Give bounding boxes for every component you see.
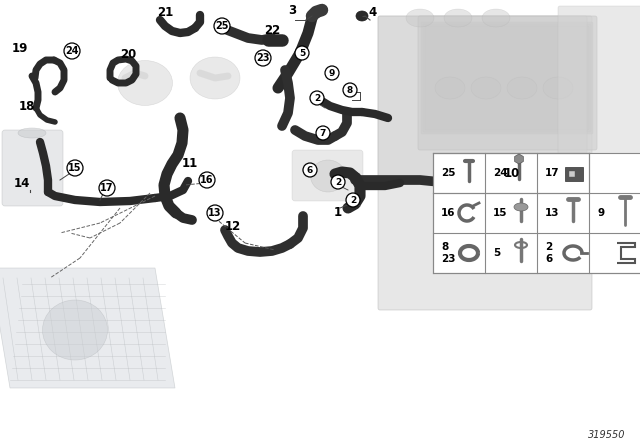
Text: 1: 1 xyxy=(334,206,342,219)
Text: 24: 24 xyxy=(65,46,79,56)
Ellipse shape xyxy=(118,60,173,105)
Ellipse shape xyxy=(514,203,528,211)
FancyBboxPatch shape xyxy=(425,26,589,130)
Text: 5: 5 xyxy=(299,48,305,57)
Ellipse shape xyxy=(543,77,573,99)
Text: 24: 24 xyxy=(493,168,508,178)
Text: 13: 13 xyxy=(545,208,559,218)
Text: 17: 17 xyxy=(545,168,559,178)
Ellipse shape xyxy=(435,77,465,99)
Circle shape xyxy=(99,180,115,196)
Text: 12: 12 xyxy=(225,220,241,233)
FancyBboxPatch shape xyxy=(2,130,63,206)
Circle shape xyxy=(331,175,345,189)
Circle shape xyxy=(214,18,230,34)
Ellipse shape xyxy=(42,300,108,360)
Text: 13: 13 xyxy=(208,208,221,218)
Text: 7: 7 xyxy=(320,129,326,138)
Bar xyxy=(569,171,575,177)
Text: 8: 8 xyxy=(347,86,353,95)
Ellipse shape xyxy=(406,9,434,27)
Text: 20: 20 xyxy=(120,47,136,60)
Ellipse shape xyxy=(310,160,346,192)
FancyBboxPatch shape xyxy=(378,16,587,180)
Text: 22: 22 xyxy=(264,23,280,36)
Text: 2: 2 xyxy=(350,195,356,204)
Text: 23: 23 xyxy=(256,53,269,63)
Circle shape xyxy=(303,163,317,177)
Ellipse shape xyxy=(444,9,472,27)
Text: 25: 25 xyxy=(441,168,456,178)
Text: 23: 23 xyxy=(441,254,456,264)
Ellipse shape xyxy=(190,57,240,99)
Text: 6: 6 xyxy=(307,165,313,175)
Text: 10: 10 xyxy=(504,167,520,180)
Text: 15: 15 xyxy=(68,163,82,173)
FancyBboxPatch shape xyxy=(378,16,592,310)
FancyBboxPatch shape xyxy=(423,24,591,132)
Text: 19: 19 xyxy=(12,42,28,55)
FancyBboxPatch shape xyxy=(421,22,593,134)
Text: 11: 11 xyxy=(182,156,198,169)
Ellipse shape xyxy=(18,128,46,138)
Ellipse shape xyxy=(471,77,501,99)
Text: 9: 9 xyxy=(329,69,335,78)
Text: 319550: 319550 xyxy=(588,430,625,440)
Text: 2: 2 xyxy=(314,94,320,103)
Text: 4: 4 xyxy=(369,5,377,18)
Text: 15: 15 xyxy=(493,208,508,218)
Circle shape xyxy=(199,172,215,188)
Text: 9: 9 xyxy=(597,208,604,218)
Circle shape xyxy=(67,160,83,176)
Text: 2: 2 xyxy=(335,177,341,186)
Text: 5: 5 xyxy=(493,248,500,258)
Ellipse shape xyxy=(482,9,510,27)
Text: 14: 14 xyxy=(14,177,30,190)
Text: 25: 25 xyxy=(215,21,228,31)
Text: 16: 16 xyxy=(441,208,456,218)
Circle shape xyxy=(346,193,360,207)
Text: 21: 21 xyxy=(157,5,173,18)
Circle shape xyxy=(343,83,357,97)
FancyBboxPatch shape xyxy=(292,150,363,201)
Circle shape xyxy=(325,66,339,80)
FancyBboxPatch shape xyxy=(418,16,597,150)
Bar xyxy=(565,167,583,181)
Text: 18: 18 xyxy=(19,99,35,112)
Circle shape xyxy=(255,50,271,66)
Text: 8: 8 xyxy=(441,242,448,252)
Ellipse shape xyxy=(356,11,368,21)
Circle shape xyxy=(310,91,324,105)
Text: 16: 16 xyxy=(200,175,214,185)
FancyBboxPatch shape xyxy=(558,6,640,270)
Text: 2: 2 xyxy=(545,242,552,252)
Text: 6: 6 xyxy=(545,254,552,264)
Circle shape xyxy=(295,46,309,60)
Ellipse shape xyxy=(507,77,537,99)
Polygon shape xyxy=(0,268,175,388)
Text: 17: 17 xyxy=(100,183,114,193)
Circle shape xyxy=(64,43,80,59)
Circle shape xyxy=(316,126,330,140)
Text: 3: 3 xyxy=(288,4,296,17)
Circle shape xyxy=(207,205,223,221)
Bar xyxy=(433,153,640,273)
